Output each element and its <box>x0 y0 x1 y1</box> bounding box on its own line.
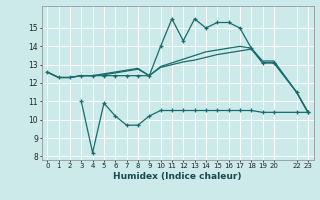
X-axis label: Humidex (Indice chaleur): Humidex (Indice chaleur) <box>113 172 242 181</box>
